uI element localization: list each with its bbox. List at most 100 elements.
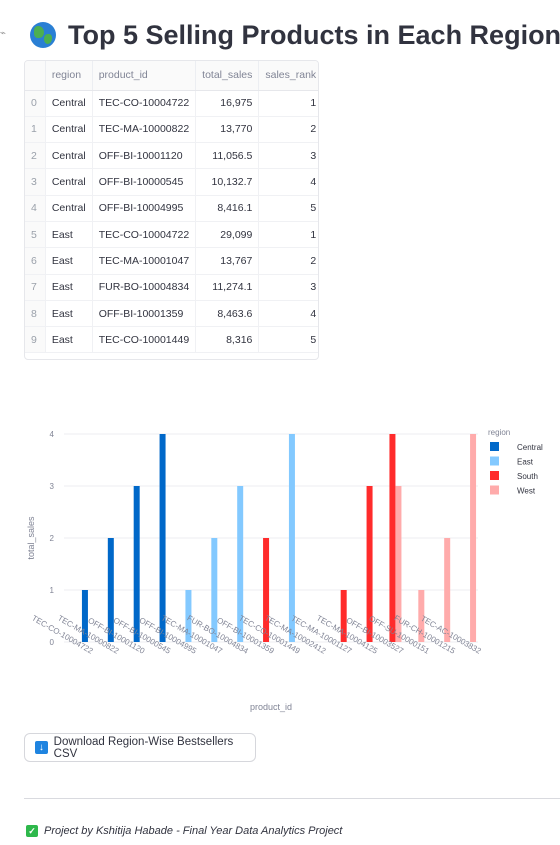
row-index: 3 [25,168,46,196]
legend-label-east: East [517,458,534,467]
table-cell: Central [45,116,93,144]
table-cell: 11,056.5 [195,142,260,170]
table-cell: TEC-MA-10000822 [92,116,197,144]
download-csv-button[interactable]: ↓ Download Region-Wise Bestsellers CSV [24,733,256,762]
table-cell: East [45,274,93,301]
chart-bar-west [444,538,451,642]
y-tick-label: 2 [50,534,55,543]
table-cell: 8,316 [195,326,260,354]
page-header: Top 5 Selling Products in Each Region [30,18,560,52]
table-row[interactable]: 7 East FUR-BO-10004834 11,274.1 3 [25,274,318,301]
table-cell: 3 [258,142,318,170]
footer-text: Project by Kshitija Habade - Final Year … [44,825,343,837]
table-row[interactable]: 5 East TEC-CO-10004722 29,099 1 [25,221,318,249]
y-tick-label: 0 [50,638,55,647]
y-axis-label: total_sales [26,516,36,560]
column-header[interactable]: total_sales [195,61,260,91]
chart-bar-west [470,434,477,642]
table-cell: 3 [258,274,318,301]
table-cell: East [45,221,93,249]
chart-bar-east [237,486,244,642]
x-axis-label: product_id [250,702,292,712]
table-row[interactable]: 3 Central OFF-BI-10000545 10,132.7 4 [25,168,318,196]
table-cell: 29,099 [195,221,260,249]
download-button-label: Download Region-Wise Bestsellers CSV [53,735,234,760]
chart-bar-south [389,434,396,642]
chart-bar-central [159,434,166,642]
table-cell: TEC-CO-10004722 [92,221,197,249]
table-cell: TEC-CO-10004722 [92,90,197,117]
table-cell: Central [45,195,93,222]
y-tick-label: 4 [50,430,55,439]
row-index: 7 [25,274,46,301]
chart-bar-east [288,434,295,642]
table-row[interactable]: 2 Central OFF-BI-10001120 11,056.5 3 [25,142,318,170]
table-cell: TEC-CO-10001449 [92,326,197,354]
globe-icon [30,22,56,48]
legend-swatch-east [490,456,499,466]
chart-bar-west [395,486,402,642]
bar-chart[interactable]: 01234total_salesTEC-CO-10004722TEC-MA-10… [0,418,560,718]
check-icon: ✓ [26,825,38,837]
column-header[interactable] [25,61,46,91]
table-cell: OFF-BI-10001359 [92,300,197,328]
table-cell: 16,975 [195,90,260,117]
chart-bar-east [211,538,218,642]
legend-swatch-south [490,471,499,480]
legend-label-west: West [517,487,536,496]
table-row[interactable]: 8 East OFF-BI-10001359 8,463.6 4 [25,300,318,328]
table-cell: East [45,247,93,275]
y-tick-label: 3 [50,482,55,491]
table-row[interactable]: 6 East TEC-MA-10001047 13,767 2 [25,247,318,275]
table-cell: Central [45,168,93,196]
row-index: 1 [25,116,46,144]
chart-bar-south [263,538,270,642]
row-index: 6 [25,247,46,275]
row-index: 9 [25,326,46,354]
table-cell: TEC-MA-10001047 [92,247,197,275]
table-cell: OFF-BI-10000545 [92,168,197,196]
table-cell: 5 [258,195,318,222]
table-cell: 8,416.1 [195,195,260,222]
chart-bar-central [133,486,140,642]
column-header[interactable]: sales_rank [258,61,318,91]
legend-label-central: Central [517,443,543,452]
legend-swatch-west [490,485,499,495]
table-cell: FUR-BO-10004834 [92,274,197,301]
table-row[interactable]: 1 Central TEC-MA-10000822 13,770 2 [25,116,318,144]
table-row[interactable]: 9 East TEC-CO-10001449 8,316 5 [25,326,318,354]
y-tick-label: 1 [50,586,55,595]
table-cell: OFF-BI-10001120 [92,142,197,170]
table-cell: East [45,300,93,328]
table-cell: East [45,326,93,354]
chart-bar-south [366,486,373,642]
column-header[interactable]: product_id [92,61,197,91]
legend-swatch-central [490,442,499,451]
table-cell: Central [45,142,93,170]
legend-label-south: South [517,472,538,481]
row-index: 2 [25,142,46,170]
table-cell: 1 [258,90,318,117]
table-cell: Central [45,90,93,117]
chart-bar-south [340,590,347,642]
table-cell: 10,132.7 [195,168,260,196]
column-header[interactable]: region [45,61,93,91]
table-row[interactable]: 0 Central TEC-CO-10004722 16,975 1 [25,90,318,117]
table-cell: 1 [258,221,318,249]
table-cell: 13,767 [195,247,260,275]
table-cell: 4 [258,168,318,196]
divider [24,798,560,799]
chart-bar-east [185,590,192,642]
link-anchor-icon: ⌁ [0,28,7,39]
table-row[interactable]: 4 Central OFF-BI-10004995 8,416.1 5 [25,195,318,222]
table-cell: OFF-BI-10004995 [92,195,197,222]
table-cell: 11,274.1 [195,274,260,301]
table-header-row: region product_id total_sales sales_rank [25,61,318,91]
table-cell: 5 [258,326,318,354]
row-index: 4 [25,195,46,222]
table-cell: 2 [258,247,318,275]
chart-bar-west [418,590,425,642]
table-cell: 4 [258,300,318,328]
row-index: 0 [25,90,46,117]
